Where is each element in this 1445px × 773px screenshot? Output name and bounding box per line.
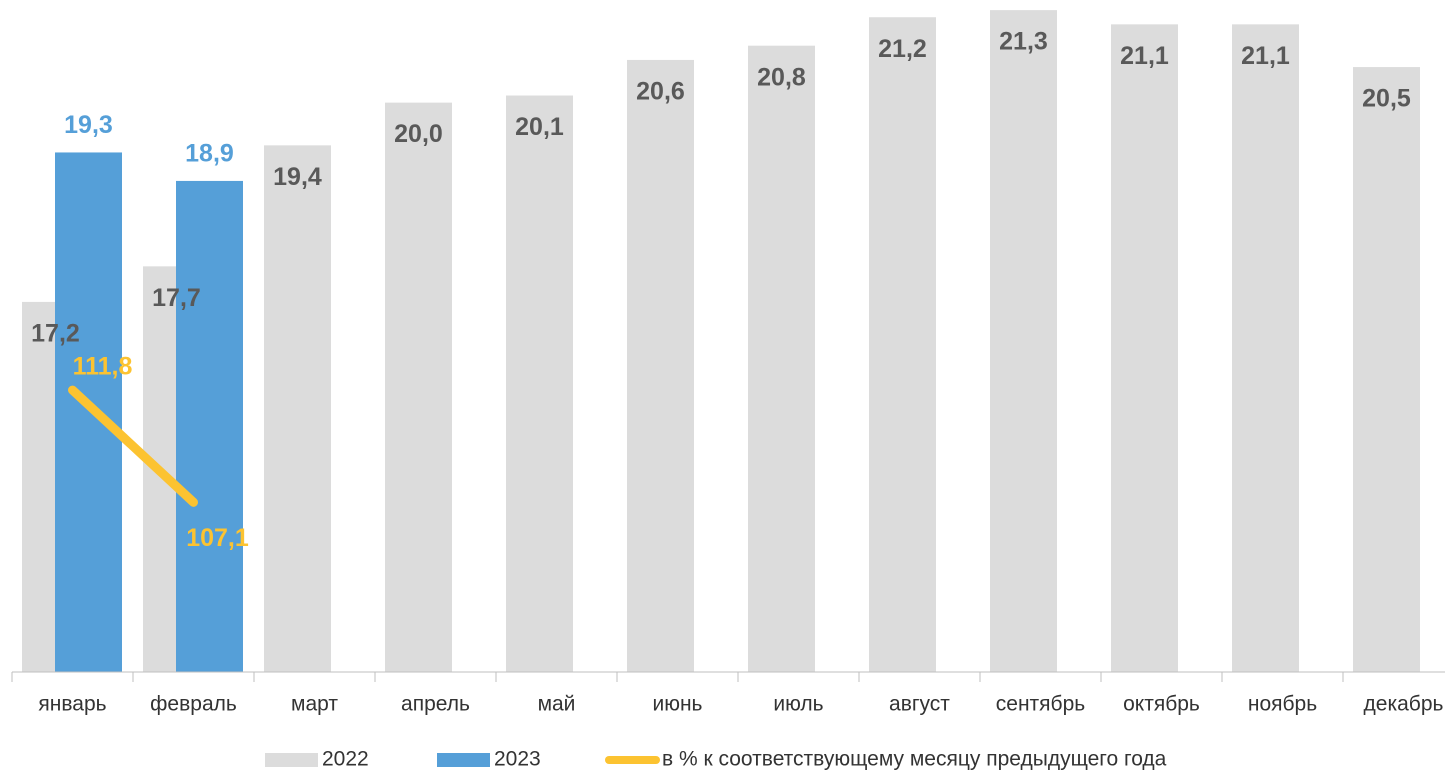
value-label: 107,1: [186, 524, 249, 552]
legend-label: в % к соответствующему месяцу предыдущег…: [662, 748, 1167, 771]
x-tick-label: декабрь: [1364, 693, 1444, 716]
value-label: 19,3: [64, 111, 113, 139]
legend-label: 2022: [322, 748, 369, 771]
value-label: 19,4: [273, 163, 322, 191]
bar: [1111, 24, 1178, 672]
value-label: 20,6: [636, 78, 685, 106]
x-tick-label: февраль: [150, 693, 237, 716]
x-tick-label: сентябрь: [996, 693, 1085, 716]
value-label: 17,7: [152, 284, 201, 312]
x-tick-label: март: [291, 693, 338, 716]
bar: [1232, 24, 1299, 672]
value-label: 20,0: [394, 120, 443, 148]
x-tick-label: октябрь: [1123, 693, 1200, 716]
bar: [990, 10, 1057, 673]
value-label: 18,9: [185, 140, 234, 168]
value-label: 20,5: [1362, 85, 1411, 113]
bar: [264, 145, 331, 672]
legend-label: 2023: [494, 748, 541, 771]
x-tick-label: июнь: [652, 693, 702, 716]
x-tick-label: апрель: [401, 693, 470, 716]
value-label: 21,3: [999, 28, 1048, 56]
bar: [385, 102, 452, 672]
value-label: 21,1: [1241, 42, 1290, 70]
bar: [1353, 67, 1420, 672]
bar: [748, 45, 815, 672]
value-label: 20,1: [515, 113, 564, 141]
value-label: 21,2: [878, 35, 927, 63]
legend-swatch: [265, 753, 318, 767]
bar: [869, 17, 936, 672]
value-label: 17,2: [31, 320, 80, 348]
bar: [627, 59, 694, 673]
bar: [176, 180, 243, 672]
value-label: 20,8: [757, 63, 806, 91]
bar: [55, 152, 122, 672]
x-tick-label: август: [889, 693, 950, 716]
value-label: 111,8: [73, 353, 133, 381]
legend-swatch: [437, 753, 490, 767]
bar: [506, 95, 573, 672]
value-label: 21,1: [1120, 42, 1169, 70]
line: [68, 385, 198, 507]
x-tick-label: январь: [38, 693, 106, 716]
x-tick-label: июль: [773, 693, 823, 716]
x-tick-label: май: [538, 693, 576, 716]
x-tick-label: ноябрь: [1248, 693, 1317, 716]
